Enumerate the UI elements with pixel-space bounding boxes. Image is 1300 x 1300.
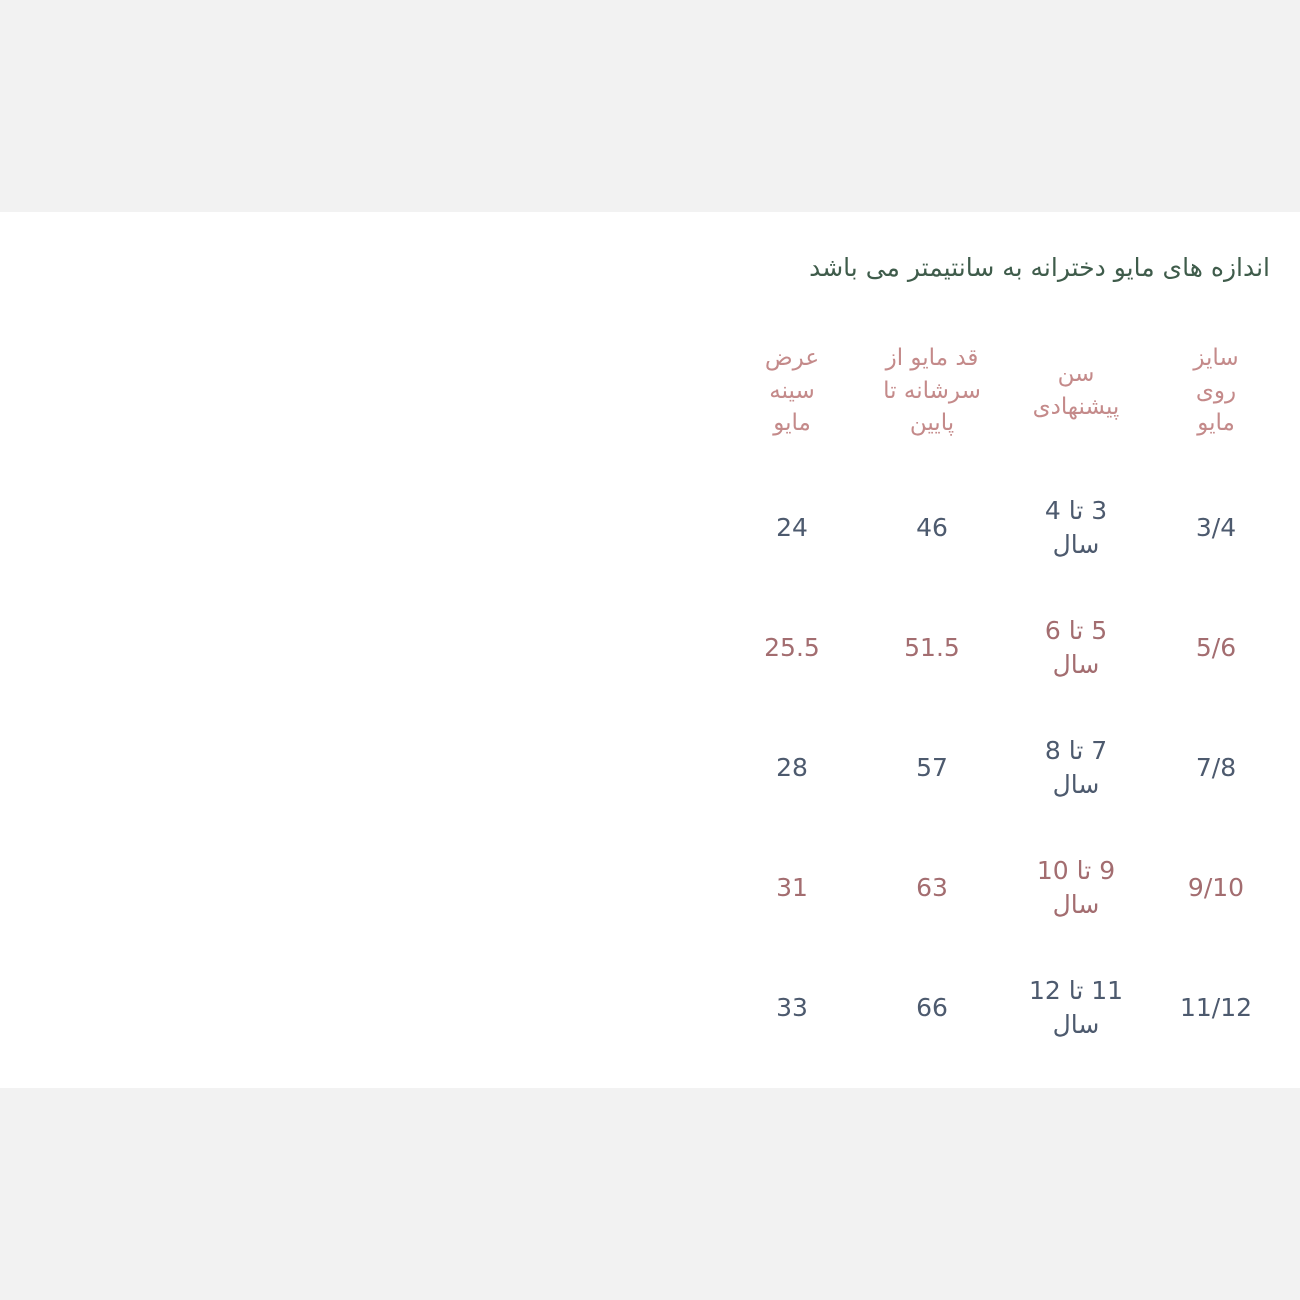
cell-size: 3/4 xyxy=(1195,512,1237,542)
cell-length: 66 xyxy=(916,992,948,1022)
cell-size: 5/6 xyxy=(1195,632,1237,662)
cell-chest: 33 xyxy=(776,992,808,1022)
table-row: 7/8 7 تا 8 سال 57 28 xyxy=(722,708,1282,828)
column-header-age-label: سن پیشنهادی xyxy=(1032,361,1120,420)
table-body: 3/4 3 تا 4 سال 46 24 5/6 5 تا 6 سال 51.5… xyxy=(722,468,1282,1068)
column-header-size-label: سایز روی مایو xyxy=(1193,345,1239,437)
table-header: سایز روی مایو سن پیشنهادی قد مایو از سرش… xyxy=(722,318,1282,468)
cell-chest: 25.5 xyxy=(764,632,820,662)
cell-size: 9/10 xyxy=(1187,872,1245,902)
cell-chest: 24 xyxy=(776,512,808,542)
cell-length: 46 xyxy=(916,512,948,542)
cell-size: 11/12 xyxy=(1179,992,1253,1022)
table-header-row: سایز روی مایو سن پیشنهادی قد مایو از سرش… xyxy=(722,318,1282,468)
page-title: اندازه های مایو دخترانه به سانتیمتر می ب… xyxy=(809,253,1270,282)
column-header-length: قد مایو از سرشانه تا پایین xyxy=(862,318,1002,468)
table-row: 11/12 11 تا 12 سال 66 33 xyxy=(722,948,1282,1068)
column-header-length-label: قد مایو از سرشانه تا پایین xyxy=(883,345,981,437)
cell-age: 11 تا 12 سال xyxy=(1028,975,1124,1040)
cell-age: 7 تا 8 سال xyxy=(1044,735,1108,800)
table-row: 3/4 3 تا 4 سال 46 24 xyxy=(722,468,1282,588)
cell-length: 57 xyxy=(916,752,948,782)
column-header-age: سن پیشنهادی xyxy=(1002,318,1150,468)
table-row: 9/10 9 تا 10 سال 63 31 xyxy=(722,828,1282,948)
column-header-chest-label: عرض سینه مایو xyxy=(764,345,820,437)
cell-chest: 31 xyxy=(776,872,808,902)
size-chart-table: سایز روی مایو سن پیشنهادی قد مایو از سرش… xyxy=(722,318,1282,1068)
cell-age: 5 تا 6 سال xyxy=(1044,615,1108,680)
column-header-size: سایز روی مایو xyxy=(1150,318,1282,468)
cell-age: 3 تا 4 سال xyxy=(1044,495,1108,560)
cell-chest: 28 xyxy=(776,752,808,782)
size-chart-sheet: اندازه های مایو دخترانه به سانتیمتر می ب… xyxy=(0,212,1300,1088)
cell-length: 63 xyxy=(916,872,948,902)
cell-size: 7/8 xyxy=(1195,752,1237,782)
cell-length: 51.5 xyxy=(904,632,960,662)
column-header-chest: عرض سینه مایو xyxy=(722,318,862,468)
cell-age: 9 تا 10 سال xyxy=(1036,855,1116,920)
table-row: 5/6 5 تا 6 سال 51.5 25.5 xyxy=(722,588,1282,708)
